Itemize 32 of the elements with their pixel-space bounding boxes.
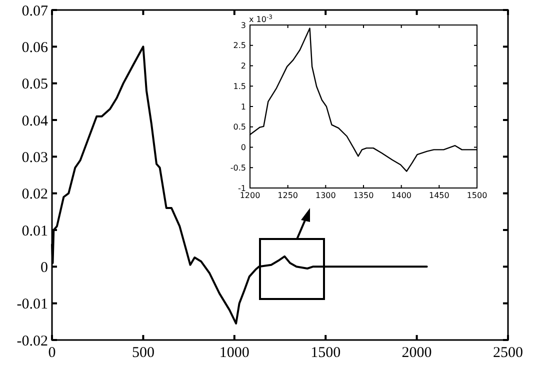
y-tick-label: 3 — [240, 20, 246, 30]
annotation: x 10$^{-3}$ — [249, 14, 273, 24]
y-tick-label: 2.5 — [233, 41, 246, 50]
y-tick-label: -0.5 — [230, 163, 246, 172]
y-tick-label: -1 — [238, 184, 246, 193]
y-tick-label: 0.05 — [22, 76, 48, 93]
y-tick-label: 1.5 — [233, 82, 246, 91]
y-tick-label: 0.02 — [22, 186, 48, 203]
y-tick-label: -0.02 — [16, 333, 48, 350]
y-tick-label: 0.06 — [22, 40, 48, 56]
y-tick-label: 2 — [240, 62, 246, 71]
y-tick-label: 0.04 — [22, 113, 48, 130]
x-tick-label: 1000 — [219, 345, 250, 361]
y-tick-label: 0.03 — [22, 150, 48, 166]
x-tick-label: 1200 — [240, 191, 260, 200]
y-tick-label: 0 — [240, 143, 246, 152]
y-tick-label: 0 — [40, 260, 48, 276]
y-tick-label: 1 — [240, 102, 246, 112]
y-tick-label: 0.5 — [233, 122, 246, 132]
y-tick-label: -0.01 — [16, 296, 48, 313]
x-tick-label: 1250 — [278, 191, 298, 200]
y-tick-label: 0.07 — [22, 3, 48, 20]
x-tick-label: 2500 — [493, 345, 523, 361]
x-tick-label: 1300 — [315, 191, 336, 200]
x-tick-label: 1400 — [391, 191, 412, 200]
x-tick-label: 1500 — [466, 191, 488, 200]
y-tick-label: 0.01 — [22, 223, 48, 240]
x-tick-label: 1450 — [428, 191, 450, 200]
x-tick-label: 1500 — [310, 345, 341, 361]
x-tick-label: 2000 — [402, 345, 432, 361]
x-tick-label: 500 — [132, 345, 154, 361]
x-tick-label: 1350 — [353, 191, 374, 200]
